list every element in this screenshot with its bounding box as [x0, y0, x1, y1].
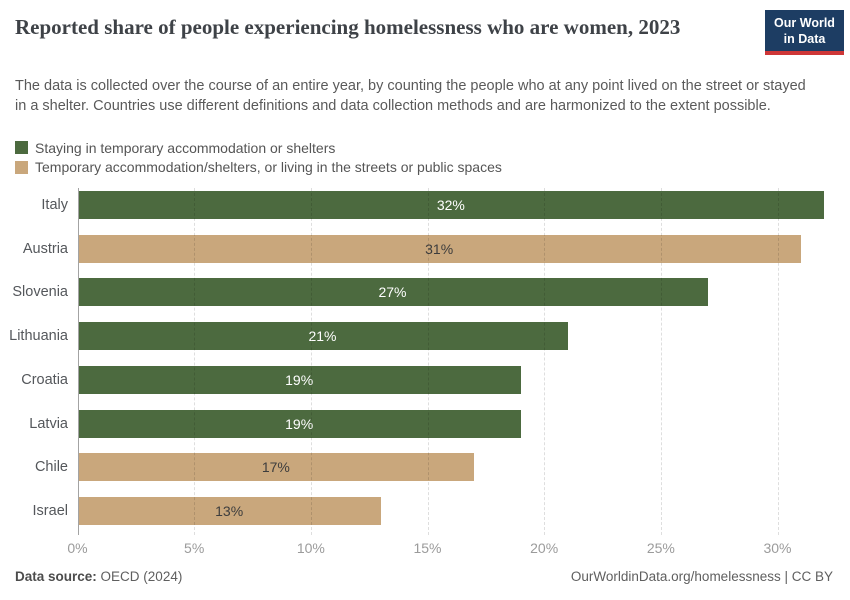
gridline [310, 188, 312, 535]
footer-credit: OurWorldinData.org/homelessness | CC BY [571, 569, 833, 584]
bar-value-label: 17% [261, 459, 290, 476]
country-label: Italy [41, 197, 68, 213]
y-axis-line [77, 188, 79, 535]
owid-logo-line2: in Data [783, 32, 826, 46]
country-label: Lithuania [9, 328, 68, 345]
owid-logo[interactable]: Our World in Data [765, 10, 844, 55]
country-label: Austria [22, 240, 68, 257]
x-tick-label: 10% [296, 540, 325, 556]
bar-row: Croatia 19% [0, 365, 850, 394]
bar-value-label: 31% [425, 240, 454, 257]
footer-datasource: Data source: OECD (2024) [15, 569, 182, 584]
bar-value-label: 19% [285, 371, 314, 388]
bar-croatia[interactable]: 19% [77, 365, 521, 394]
footer-license: | CC BY [780, 569, 833, 584]
country-label: Slovenia [12, 284, 68, 301]
country-label: Chile [34, 459, 68, 476]
bar-row: Lithuania 21% [0, 322, 850, 351]
gridline [660, 188, 662, 535]
bar-row: Slovenia 27% [0, 278, 850, 307]
legend-swatch-green [15, 141, 28, 155]
legend-item-shelters: Staying in temporary accommodation or sh… [15, 138, 502, 158]
bar-row: Italy 32% [0, 191, 850, 219]
country-label: Croatia [21, 371, 68, 388]
owid-logo-line1: Our World [774, 16, 835, 30]
x-tick-label: 5% [184, 540, 205, 556]
bar-lithuania[interactable]: 21% [77, 322, 568, 351]
gridline [544, 188, 546, 535]
bar-chile[interactable]: 17% [77, 453, 475, 482]
bar-israel[interactable]: 13% [77, 496, 381, 525]
country-label: Israel [32, 502, 68, 519]
bar-value-label: 27% [378, 284, 407, 301]
bar-value-label: 21% [308, 328, 337, 345]
x-tick-label: 20% [530, 540, 559, 556]
gridline [194, 188, 196, 535]
x-tick-label: 0% [67, 540, 88, 556]
country-label: Latvia [29, 415, 68, 432]
gridline [427, 188, 429, 535]
bar-row: Israel 13% [0, 496, 850, 525]
legend-swatch-tan [15, 160, 28, 174]
x-tick-label: 15% [413, 540, 442, 556]
bar-value-label: 19% [285, 415, 314, 432]
datasource-label: Data source: [15, 569, 97, 584]
footer: Data source: OECD (2024) OurWorldinData.… [15, 569, 833, 584]
bar-slovenia[interactable]: 27% [77, 278, 708, 307]
chart-title: Reported share of people experiencing ho… [15, 15, 681, 39]
gridline [777, 188, 779, 535]
bar-value-label: 13% [215, 502, 244, 519]
x-tick-label: 30% [763, 540, 792, 556]
x-axis: 0% 5% 10% 15% 20% 25% 30% [0, 540, 850, 560]
bar-italy[interactable]: 32% [77, 191, 825, 219]
legend-label-streets: Temporary accommodation/shelters, or liv… [35, 159, 502, 176]
legend-item-streets: Temporary accommodation/shelters, or liv… [15, 158, 502, 178]
bar-latvia[interactable]: 19% [77, 409, 521, 438]
datasource-value: OECD (2024) [100, 569, 183, 584]
footer-link[interactable]: OurWorldinData.org/homelessness [570, 569, 781, 584]
x-tick-label: 25% [646, 540, 675, 556]
chart-subtitle: The data is collected over the course of… [15, 78, 806, 114]
legend: Staying in temporary accommodation or sh… [15, 138, 502, 177]
bar-value-label: 32% [436, 197, 465, 213]
plot-area: Italy 32% Austria 31% Slovenia 27% Lithuania 21… [0, 188, 850, 535]
bar-austria[interactable]: 31% [77, 234, 801, 263]
legend-label-shelters: Staying in temporary accommodation or sh… [35, 139, 336, 156]
bar-row: Austria 31% [0, 234, 850, 263]
bar-row: Latvia 19% [0, 409, 850, 438]
bar-row: Chile 17% [0, 453, 850, 482]
